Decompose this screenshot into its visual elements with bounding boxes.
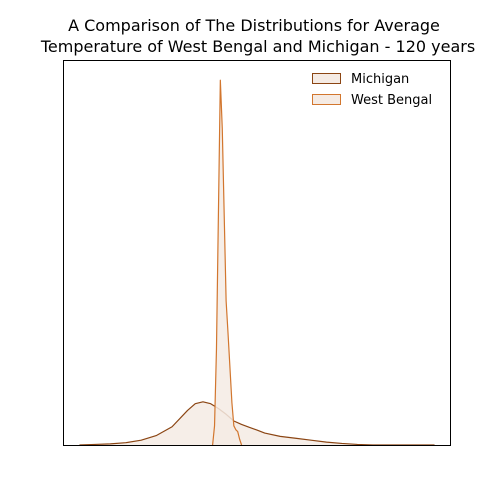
axes-frame: [63, 60, 451, 446]
density-fill-michigan: [79, 401, 435, 445]
legend-swatch-michigan: [312, 73, 341, 84]
plot-area: [79, 79, 435, 446]
density-line-michigan: [79, 401, 435, 446]
legend-label-michigan: Michigan: [351, 72, 409, 87]
legend: Michigan West Bengal: [312, 72, 432, 108]
density-fill-west-bengal: [212, 80, 242, 445]
legend-swatch-west-bengal: [312, 94, 341, 105]
chart-title-line-1: A Comparison of The Distributions for Av…: [68, 16, 440, 35]
legend-label-west-bengal: West Bengal: [351, 93, 432, 108]
density-line-west-bengal: [212, 79, 243, 446]
chart-title-line-2: Temperature of West Bengal and Michigan …: [40, 37, 475, 56]
